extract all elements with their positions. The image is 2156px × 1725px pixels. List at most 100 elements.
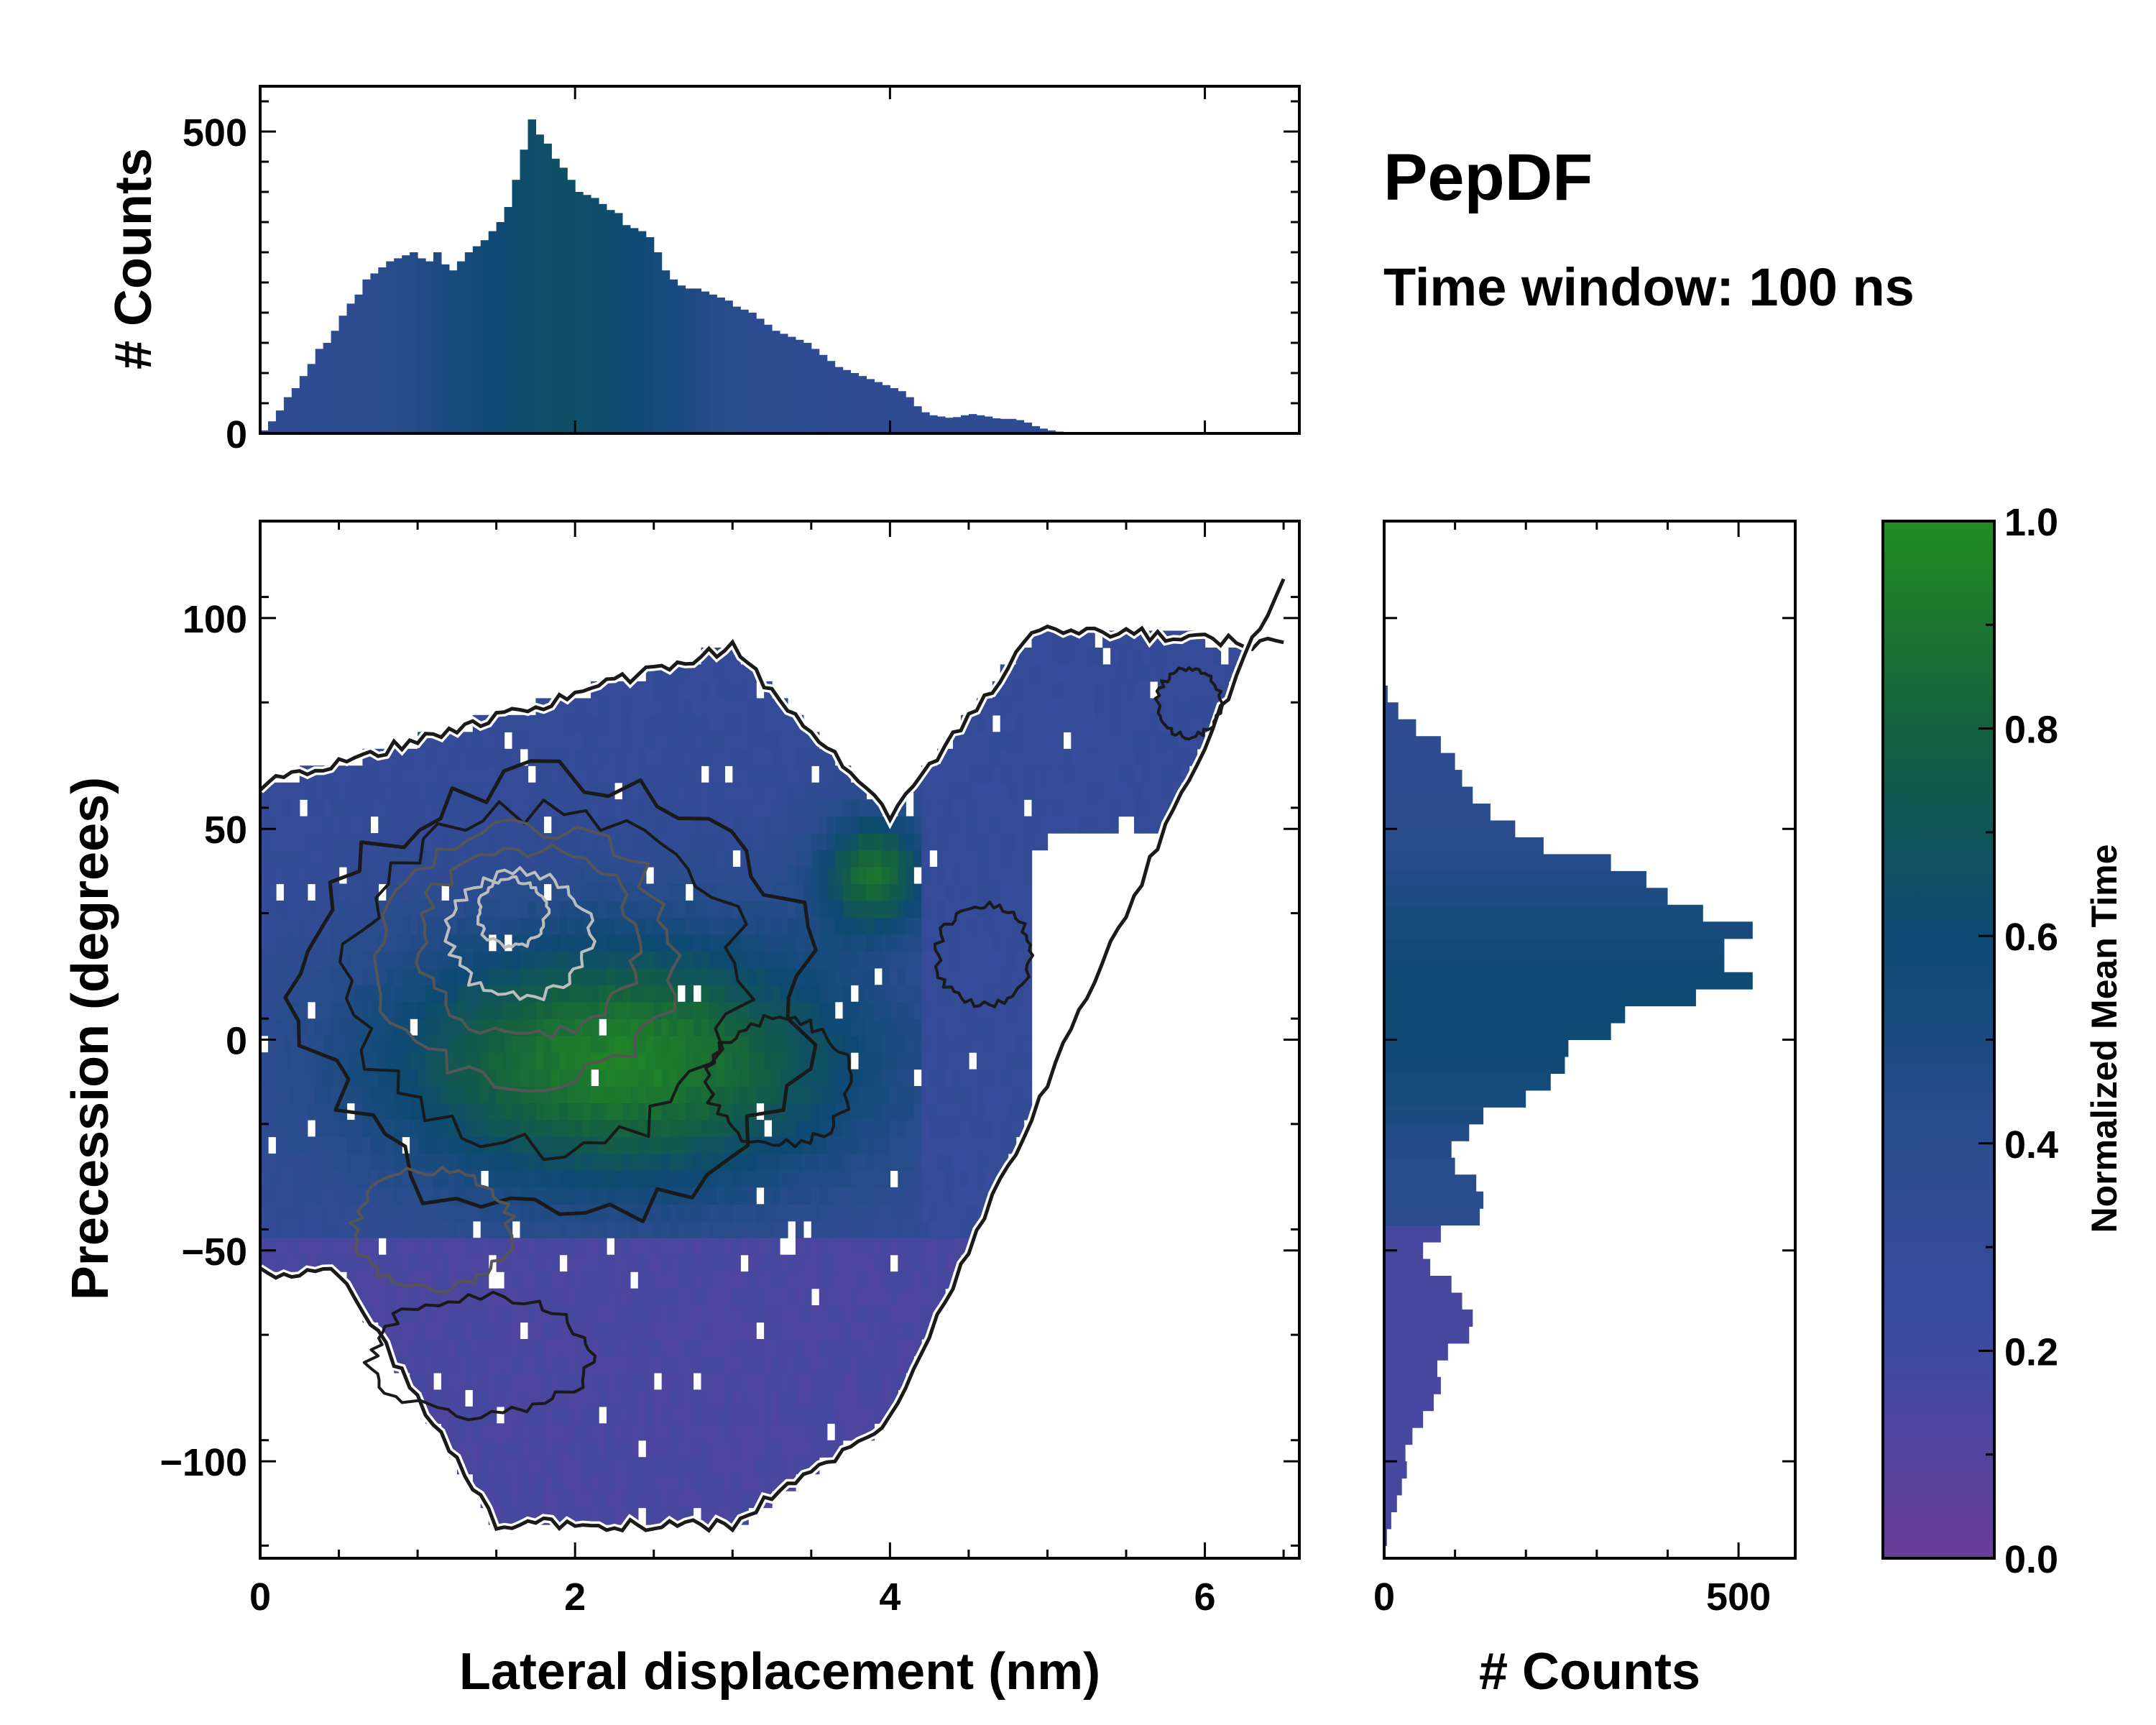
- heatmap-cell: [788, 1187, 796, 1205]
- heatmap-cell: [1008, 732, 1017, 750]
- heatmap-cell: [1055, 748, 1064, 766]
- heatmap-cell: [370, 1153, 379, 1171]
- heatmap-cell: [850, 1305, 860, 1323]
- heatmap-cell: [929, 900, 938, 918]
- heatmap-cell: [803, 1187, 812, 1205]
- heatmap-cell: [1118, 714, 1127, 732]
- heatmap-cell: [433, 1069, 442, 1087]
- heatmap-cell: [717, 698, 725, 716]
- heatmap-cell: [607, 917, 615, 935]
- heatmap-cell: [1000, 985, 1009, 1003]
- heatmap-cell: [575, 1220, 584, 1238]
- heatmap-cell: [346, 833, 356, 851]
- heatmap-cell: [630, 1001, 639, 1019]
- heatmap-cell: [653, 1473, 663, 1491]
- heatmap-cell: [323, 1103, 332, 1121]
- heatmap-cell: [653, 732, 663, 750]
- heatmap-cell: [622, 1001, 631, 1019]
- heatmap-cell: [1055, 816, 1064, 834]
- heatmap-cell: [488, 748, 497, 766]
- heatmap-cell: [425, 782, 434, 800]
- heatmap-cell: [677, 1305, 686, 1323]
- heatmap-cell: [614, 1423, 623, 1441]
- heatmap-cell: [756, 1153, 765, 1171]
- heatmap-cell: [260, 1052, 269, 1070]
- heatmap-cell: [740, 967, 749, 985]
- heatmap-cell: [732, 1153, 741, 1171]
- heatmap-cell: [378, 1288, 387, 1306]
- heatmap-cell: [976, 732, 985, 750]
- heatmap-cell: [622, 967, 631, 985]
- heatmap-cell: [630, 1406, 639, 1424]
- heatmap-cell: [709, 1204, 717, 1222]
- heatmap-cell: [480, 1035, 489, 1053]
- heatmap-cell: [921, 1254, 930, 1272]
- heatmap-cell: [354, 799, 364, 817]
- heatmap-cell: [788, 748, 796, 766]
- heatmap-cell: [669, 1018, 678, 1036]
- marginal-x-bar: [819, 354, 828, 433]
- heatmap-cell: [464, 1288, 474, 1306]
- heatmap-cell: [520, 833, 529, 851]
- heatmap-cell: [591, 1018, 599, 1036]
- heatmap-cell: [929, 1153, 938, 1171]
- heatmap-cell: [1071, 664, 1079, 682]
- heatmap-cell: [693, 1254, 702, 1272]
- heatmap-cell: [772, 1238, 780, 1256]
- heatmap-cell: [795, 1305, 804, 1323]
- heatmap-cell: [1126, 714, 1135, 732]
- heatmap-cell: [1189, 732, 1198, 750]
- marginal-x-bar: [386, 261, 395, 433]
- heatmap-cell: [338, 782, 348, 800]
- heatmap-cell: [1071, 648, 1079, 666]
- heatmap-cell: [418, 1001, 426, 1019]
- heatmap-cell: [418, 934, 426, 952]
- heatmap-cell: [961, 1187, 969, 1205]
- heatmap-cell: [819, 1187, 828, 1205]
- heatmap-cell: [630, 1457, 639, 1475]
- heatmap-cell: [724, 1187, 733, 1205]
- heatmap-cell: [622, 1473, 631, 1491]
- heatmap-cell: [480, 816, 489, 834]
- heatmap-cell: [315, 1153, 324, 1171]
- heatmap-cell: [338, 850, 348, 868]
- heatmap-cell: [1008, 748, 1017, 766]
- heatmap-cell: [906, 1103, 914, 1121]
- heatmap-cell: [756, 850, 765, 868]
- heatmap-cell: [788, 833, 796, 851]
- heatmap-cell: [661, 714, 671, 732]
- heatmap-cell: [717, 1103, 725, 1121]
- heatmap-cell: [913, 799, 922, 817]
- heatmap-cell: [275, 1069, 285, 1087]
- heatmap-cell: [528, 714, 537, 732]
- heatmap-cell: [992, 951, 1001, 969]
- heatmap-cell: [906, 1187, 914, 1205]
- heatmap-cell: [1118, 698, 1127, 716]
- heatmap-cell: [645, 917, 655, 935]
- heatmap-cell: [520, 900, 529, 918]
- heatmap-cell: [583, 1423, 591, 1441]
- heatmap-cell: [425, 1136, 434, 1154]
- heatmap-cell: [858, 1136, 867, 1154]
- heatmap-cell: [362, 816, 371, 834]
- heatmap-cell: [291, 1136, 300, 1154]
- heatmap-cell: [874, 799, 883, 817]
- heatmap-cell: [645, 1339, 655, 1357]
- heatmap-cell: [394, 1170, 402, 1188]
- heatmap-cell: [338, 1153, 348, 1171]
- heatmap-cell: [323, 1069, 332, 1087]
- heatmap-cell: [795, 1170, 804, 1188]
- heatmap-cell: [677, 1086, 686, 1104]
- heatmap-cell: [913, 1120, 922, 1138]
- heatmap-cell: [268, 917, 277, 935]
- heatmap-cell: [709, 1271, 717, 1289]
- heatmap-cell: [567, 883, 576, 901]
- heatmap-cell: [394, 934, 402, 952]
- heatmap-cell: [283, 833, 292, 851]
- heatmap-cell: [645, 1372, 655, 1390]
- heatmap-cell: [614, 917, 623, 935]
- heatmap-cell: [732, 1457, 741, 1475]
- heatmap-cell: [260, 883, 269, 901]
- heatmap-cell: [410, 1136, 418, 1154]
- marginal-y-bar: [1384, 1225, 1441, 1243]
